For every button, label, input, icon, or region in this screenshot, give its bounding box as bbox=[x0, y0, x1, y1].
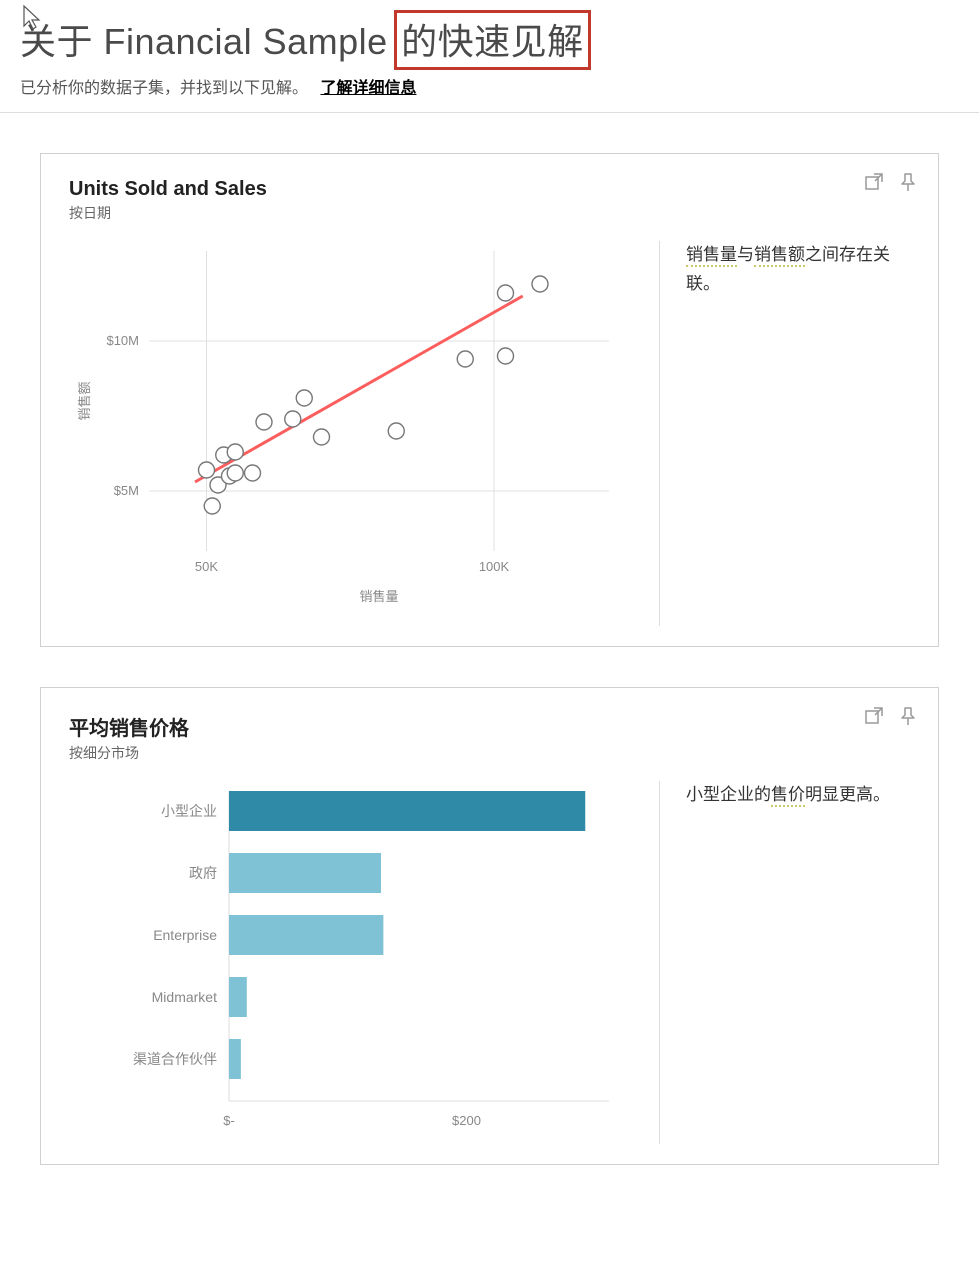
pin-icon[interactable] bbox=[898, 172, 918, 192]
svg-text:小型企业: 小型企业 bbox=[161, 803, 217, 819]
page-subtitle: 已分析你的数据子集，并找到以下见解。 bbox=[20, 80, 308, 97]
card2-title: 平均销售价格 bbox=[69, 712, 910, 741]
card1-title: Units Sold and Sales bbox=[69, 178, 910, 201]
pin-icon[interactable] bbox=[898, 706, 918, 726]
card2-subtitle: 按细分市场 bbox=[69, 743, 910, 763]
title-prefix: 关于 Financial Sample bbox=[20, 21, 398, 62]
desc-term: 销售额 bbox=[754, 245, 805, 267]
insight-card-scatter: Units Sold and Sales 按日期 50K 100K $5M $10M 销… bbox=[40, 153, 939, 647]
insight-card-bar: 平均销售价格 按细分市场 小型企业政府 Enterprise Midmarket 渠道… bbox=[40, 687, 939, 1165]
svg-text:销售量: 销售量 bbox=[359, 589, 398, 604]
svg-text:$5M: $5M bbox=[114, 483, 139, 498]
svg-text:政府: 政府 bbox=[189, 865, 217, 881]
learn-more-link[interactable]: 了解详细信息 bbox=[320, 80, 416, 97]
popout-icon[interactable] bbox=[864, 172, 884, 192]
svg-text:Enterprise: Enterprise bbox=[153, 927, 217, 943]
svg-text:$-: $- bbox=[223, 1113, 235, 1128]
page-subtitle-row: 已分析你的数据子集，并找到以下见解。 了解详细信息 bbox=[20, 74, 959, 98]
svg-text:$10M: $10M bbox=[106, 333, 139, 348]
bar-chart: 小型企业政府 Enterprise Midmarket 渠道合作伙伴 $- $200 bbox=[69, 781, 629, 1144]
card1-subtitle: 按日期 bbox=[69, 203, 910, 223]
svg-text:50K: 50K bbox=[195, 559, 218, 574]
header-divider bbox=[0, 112, 979, 113]
desc-term: 售价 bbox=[771, 785, 805, 807]
desc-term: 销售量 bbox=[686, 245, 737, 267]
title-highlight: 的快速见解 bbox=[394, 10, 591, 70]
scatter-chart: 50K 100K $5M $10M 销售量 销售额 bbox=[69, 241, 629, 626]
svg-text:100K: 100K bbox=[479, 559, 510, 574]
popout-icon[interactable] bbox=[864, 706, 884, 726]
svg-text:销售额: 销售额 bbox=[77, 381, 92, 420]
card1-description: 销售量与销售额之间存在关联。 bbox=[659, 241, 910, 626]
card2-description: 小型企业的售价明显更高。 bbox=[659, 781, 910, 1144]
svg-text:渠道合作伙伴: 渠道合作伙伴 bbox=[133, 1051, 217, 1067]
svg-text:$200: $200 bbox=[452, 1113, 481, 1128]
page-title: 关于 Financial Sample 的快速见解 bbox=[20, 10, 959, 70]
svg-text:Midmarket: Midmarket bbox=[152, 989, 217, 1005]
